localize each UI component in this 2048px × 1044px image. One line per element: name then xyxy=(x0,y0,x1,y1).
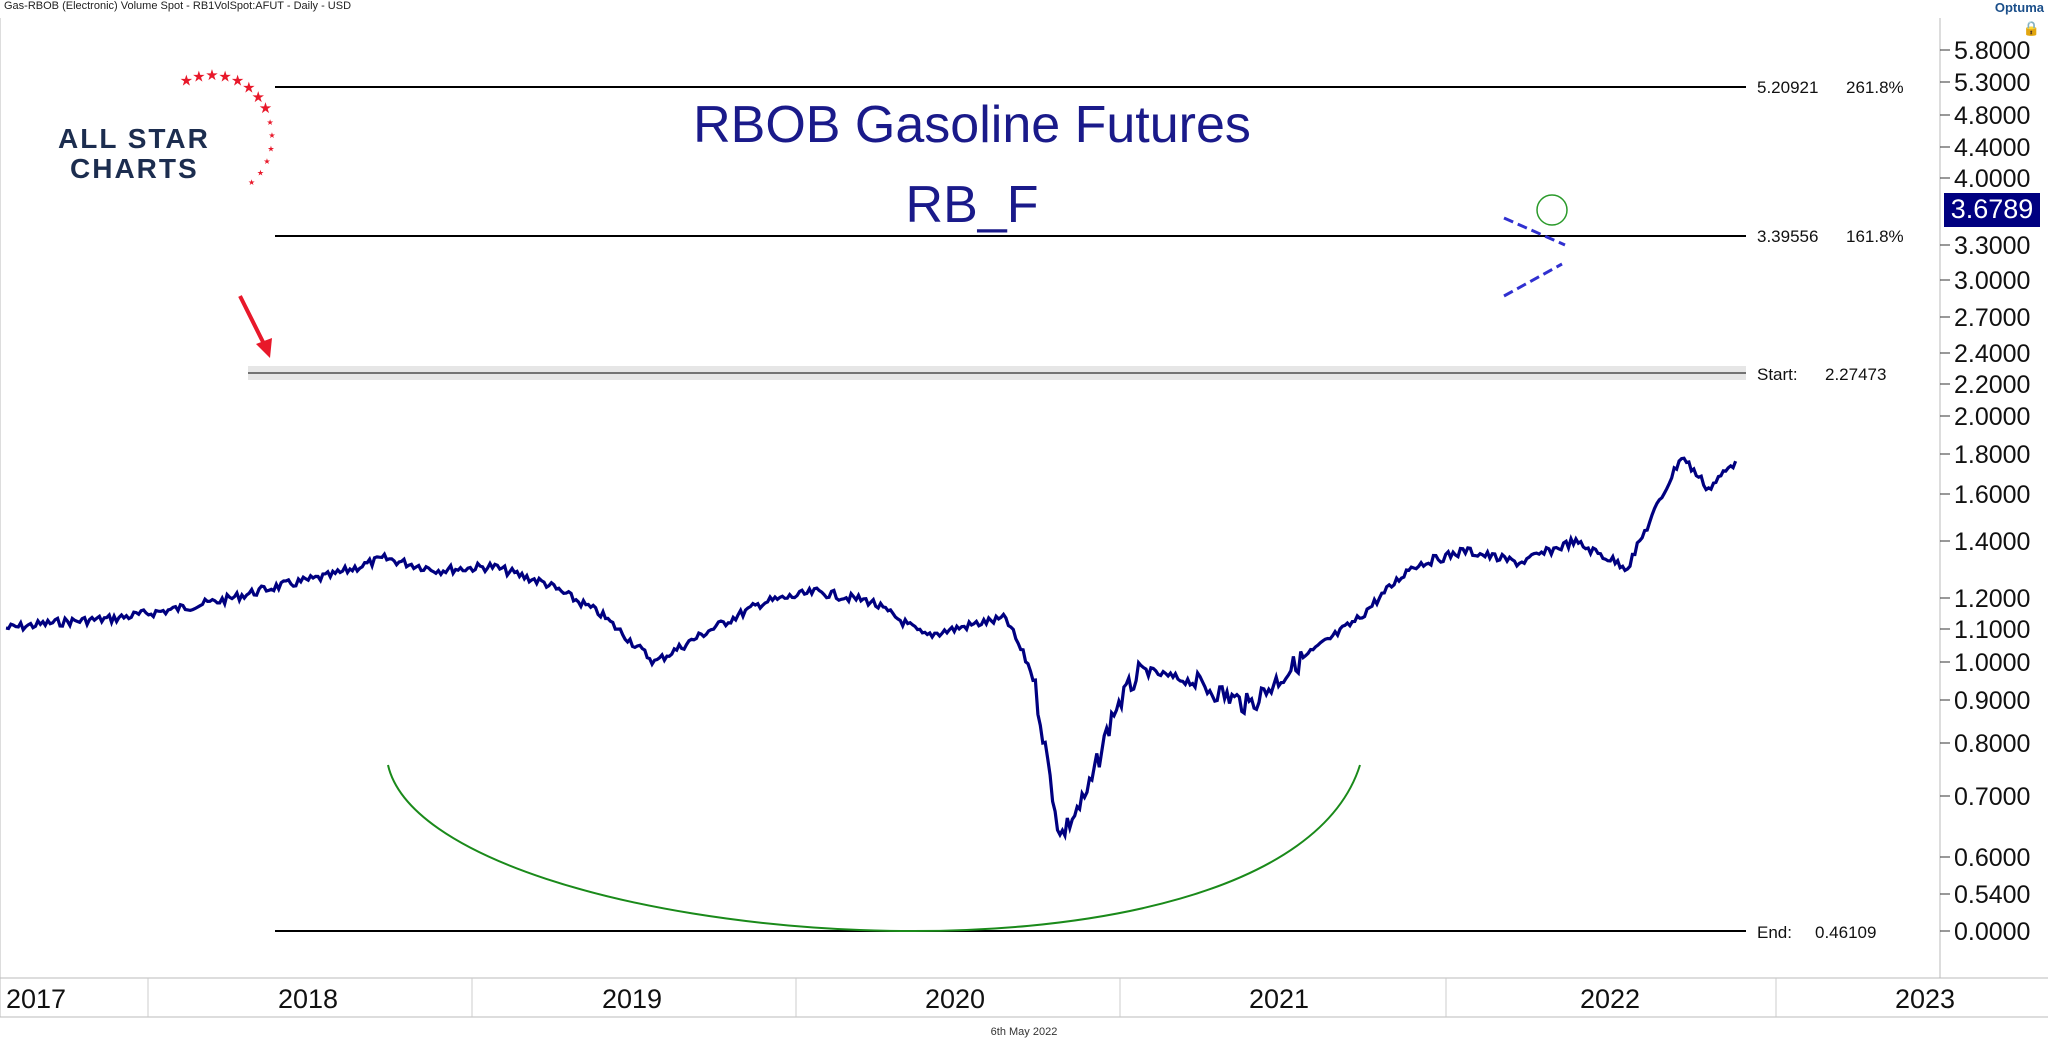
y-tick-label: 2.2000 xyxy=(1954,371,2030,399)
y-tick-label: 3.0000 xyxy=(1954,267,2030,295)
logo-star: ★ xyxy=(263,157,270,166)
y-tick-label: 1.6000 xyxy=(1954,481,2030,509)
y-tick-label: 1.2000 xyxy=(1954,585,2030,613)
logo-star: ★ xyxy=(268,131,275,140)
logo-star: ★ xyxy=(180,73,193,90)
fib-161-value: 3.39556 xyxy=(1757,227,1818,246)
y-tick-label: 1.0000 xyxy=(1954,649,2030,677)
all-star-charts-logo: ALL STAR CHARTS ★ ★ ★ ★ ★★★★★★★★★★ xyxy=(58,67,276,187)
chart-title: RBOB Gasoline Futures xyxy=(693,96,1251,154)
footer-date: 6th May 2022 xyxy=(990,1026,1058,1038)
current-price-circle xyxy=(1536,194,1568,226)
fib-end-value: 0.46109 xyxy=(1815,923,1876,942)
last-price-value: 3.6789 xyxy=(1951,194,2034,224)
logo-line1: ALL STAR xyxy=(58,123,210,154)
logo-star: ★ xyxy=(205,67,218,84)
y-tick-label: 4.8000 xyxy=(1954,102,2030,130)
y-tick-label: 2.4000 xyxy=(1954,340,2030,368)
y-tick-label: 2.7000 xyxy=(1954,304,2030,332)
y-tick-label: 1.4000 xyxy=(1954,528,2030,556)
logo-star: ★ xyxy=(218,68,231,85)
logo-star: ★ xyxy=(251,89,264,106)
y-axis: 5.8000 5.3000 4.8000 4.4000 4.0000 3.3000 3.00… xyxy=(1940,37,2030,946)
logo-star: ★ xyxy=(259,100,272,117)
red-arrow-icon xyxy=(238,295,272,358)
logo-star: ★ xyxy=(231,73,244,90)
price-series xyxy=(5,456,1738,841)
triangle-pattern xyxy=(1503,216,1566,298)
fib-end-label: End: xyxy=(1757,923,1792,942)
x-tick-label: 2019 xyxy=(602,984,662,1014)
price-line xyxy=(5,456,1738,841)
logo-star: ★ xyxy=(267,118,274,127)
logo-star: ★ xyxy=(248,178,255,187)
x-tick-label: 2017 xyxy=(6,984,66,1014)
y-tick-label: 5.3000 xyxy=(1954,69,2030,97)
logo-line2: CHARTS xyxy=(70,153,199,184)
x-tick-label: 2020 xyxy=(925,984,985,1014)
y-tick-label: 0.9000 xyxy=(1954,687,2030,715)
y-tick-label: 0.5400 xyxy=(1954,881,2030,909)
y-tick-label: 4.0000 xyxy=(1954,165,2030,193)
fib-start-label: Start: xyxy=(1757,365,1798,384)
y-tick-label: 1.1000 xyxy=(1954,616,2030,644)
logo-star: ★ xyxy=(257,168,264,177)
fib-161-pct: 161.8% xyxy=(1846,227,1904,246)
last-price-badge xyxy=(1944,193,2040,227)
y-tick-label: 0.0000 xyxy=(1954,918,2030,946)
x-axis: 2017 2018 2019 2020 2021 2022 2023 xyxy=(6,978,1955,1017)
y-tick-label: 0.7000 xyxy=(1954,783,2030,811)
optuma-brand: Optuma xyxy=(1994,0,2044,15)
y-tick-label: 2.0000 xyxy=(1954,403,2030,431)
y-tick-label: 0.6000 xyxy=(1954,844,2030,872)
x-tick-label: 2022 xyxy=(1580,984,1640,1014)
x-tick-label: 2023 xyxy=(1895,984,1955,1014)
x-tick-label: 2021 xyxy=(1249,984,1309,1014)
y-tick-label: 4.4000 xyxy=(1954,134,2030,162)
y-tick-label: 3.3000 xyxy=(1954,232,2030,260)
logo-star: ★ xyxy=(192,68,205,85)
y-tick-label: 5.8000 xyxy=(1954,37,2030,65)
y-tick-label: 0.8000 xyxy=(1954,730,2030,758)
chart-subtitle: RB_F xyxy=(906,176,1039,234)
x-tick-label: 2018 xyxy=(278,984,338,1014)
logo-stars-icon: ★ ★ ★ ★ ★★★★★★★★★★ xyxy=(180,67,276,187)
fib-261-pct: 261.8% xyxy=(1846,78,1904,97)
fib-start-value: 2.27473 xyxy=(1825,365,1886,384)
y-tick-label: 1.8000 xyxy=(1954,441,2030,469)
rounding-bottom-arc xyxy=(387,764,1361,933)
chart-header: Gas-RBOB (Electronic) Volume Spot - RB1V… xyxy=(4,0,352,12)
fib-261-value: 5.20921 xyxy=(1757,78,1818,97)
logo-star: ★ xyxy=(242,80,255,97)
logo-star: ★ xyxy=(267,144,274,153)
lock-icon[interactable]: 🔒 xyxy=(2022,20,2040,36)
